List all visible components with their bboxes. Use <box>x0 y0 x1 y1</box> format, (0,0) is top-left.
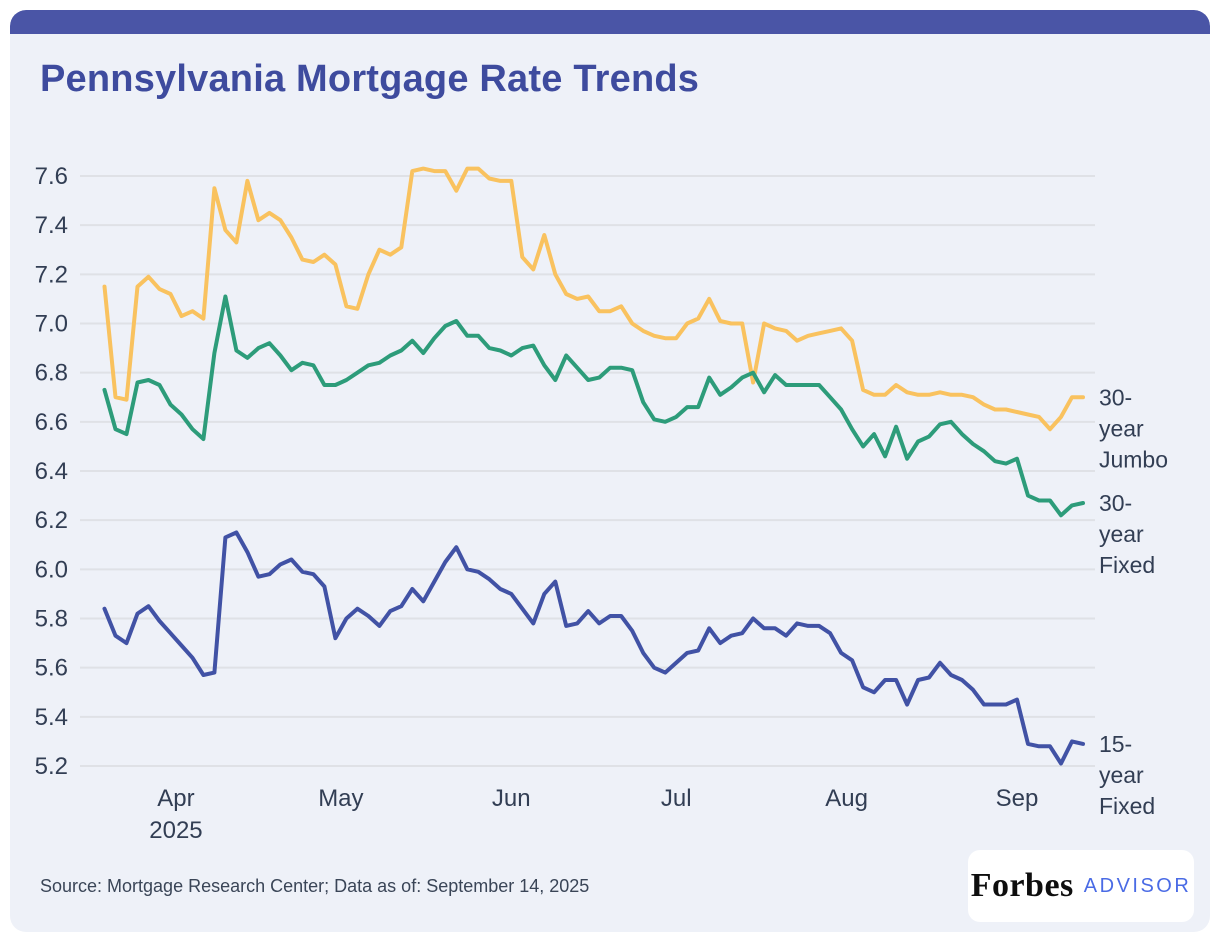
y-axis-tick-label: 6.0 <box>35 556 68 583</box>
advisor-logo-text: ADVISOR <box>1083 874 1192 897</box>
page-title: Pennsylvania Mortgage Rate Trends <box>40 58 700 100</box>
x-axis-tick-label: May <box>318 785 363 812</box>
y-axis-tick-label: 6.6 <box>35 409 68 436</box>
y-axis-tick-label: 5.4 <box>35 704 68 731</box>
source-text: Source: Mortgage Research Center; Data a… <box>40 875 590 896</box>
chart-card: Pennsylvania Mortgage Rate Trends 7.6 7.4… <box>10 10 1210 932</box>
x-axis-tick-label: Sep <box>996 785 1039 812</box>
y-axis-tick-label: 5.2 <box>35 753 68 780</box>
mortgage-rate-chart: 7.6 7.4 7.2 7.0 6.8 6.6 6.4 6.2 6.0 5.8 5.6 5.4 5.2 A… <box>10 130 1210 850</box>
y-axis-tick-label: 7.0 <box>35 311 68 338</box>
forbes-logo: Forbes <box>970 867 1074 904</box>
y-axis-tick-label: 7.4 <box>35 212 68 239</box>
y-axis-tick-label: 6.2 <box>35 507 68 534</box>
x-axis-tick-label: Jul <box>661 785 692 812</box>
series-line-15-year-fixed <box>102 530 1085 766</box>
chart-svg: 7.6 7.4 7.2 7.0 6.8 6.6 6.4 6.2 6.0 5.8 5.6 5.4 5.2 A… <box>35 163 1168 844</box>
series-line-30-year-jumbo <box>102 166 1085 432</box>
series-line-30-year-fixed <box>102 294 1085 518</box>
accent-bar <box>10 10 1210 34</box>
x-axis-tick-label: Jun <box>492 785 531 812</box>
x-axis-tick-label: Apr <box>157 785 194 812</box>
series-end-label-30-year-fixed: 30-year Fixed <box>1099 490 1155 578</box>
series-end-label-15-year-fixed: 15-year Fixed <box>1099 731 1155 819</box>
y-axis-tick-label: 7.6 <box>35 163 68 190</box>
y-axis-tick-label: 5.6 <box>35 655 68 682</box>
y-axis-tick-label: 6.8 <box>35 360 68 387</box>
y-axis-tick-label: 5.8 <box>35 606 68 633</box>
x-axis-tick-label: Aug <box>825 785 868 812</box>
footer: Source: Mortgage Research Center; Data a… <box>10 844 1210 932</box>
series-end-label-30-year-jumbo: 30-year Jumbo <box>1099 384 1168 472</box>
brand-logo-box: Forbes ADVISOR <box>968 850 1194 922</box>
y-axis-tick-label: 7.2 <box>35 261 68 288</box>
x-axis-year-label: 2025 <box>149 817 202 844</box>
y-axis-tick-label: 6.4 <box>35 458 68 485</box>
